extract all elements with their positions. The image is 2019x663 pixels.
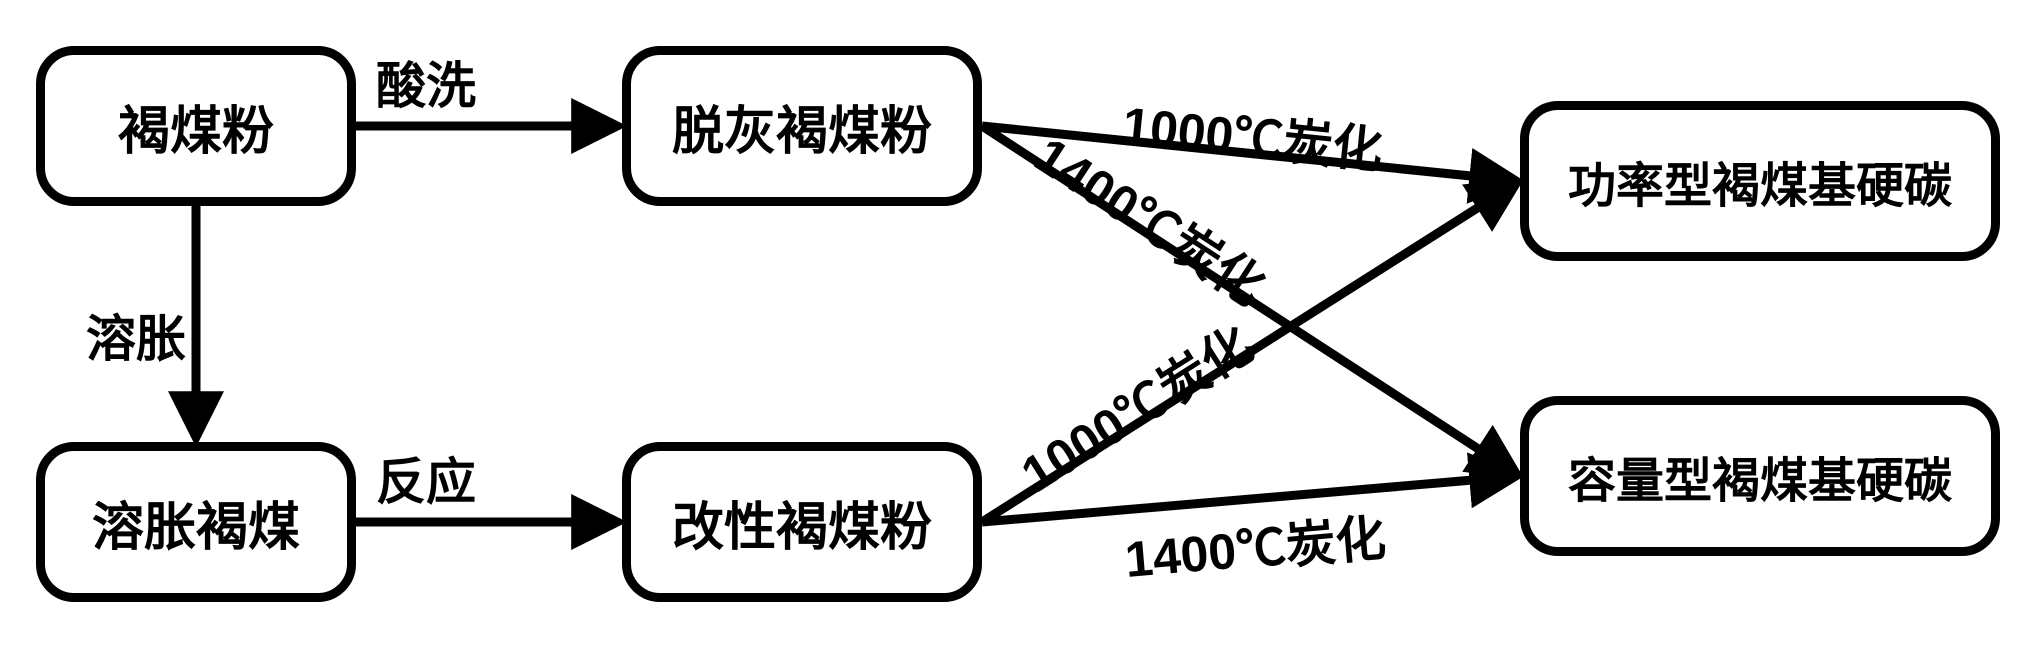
- edge-label-n1-n2: 酸洗: [376, 46, 476, 118]
- node-n6: 容量型褐煤基硬碳: [1520, 396, 2000, 556]
- edge-label-n4-n6: 1400℃炭化: [1122, 498, 1388, 592]
- edge-label-n3-n4: 反应: [376, 442, 476, 514]
- node-n4: 改性褐煤粉: [622, 442, 982, 602]
- flowchart-canvas: 褐煤粉 脱灰褐煤粉溶胀褐煤 改性褐煤粉 功率型褐煤基硬碳容量型褐煤基硬碳 酸洗溶胀反应 1…: [0, 0, 2019, 663]
- node-n2: 脱灰褐煤粉: [622, 46, 982, 206]
- edge-label-n1-n3: 溶胀: [86, 299, 186, 371]
- edge-label-n4-n5: 1000℃炭化: [1005, 306, 1264, 507]
- node-n1: 褐煤粉: [36, 46, 356, 206]
- node-n3: 溶胀褐煤: [36, 442, 356, 602]
- node-n5: 功率型褐煤基硬碳: [1520, 101, 2000, 261]
- edge-label-n2-n5: 1000℃炭化: [1119, 84, 1386, 182]
